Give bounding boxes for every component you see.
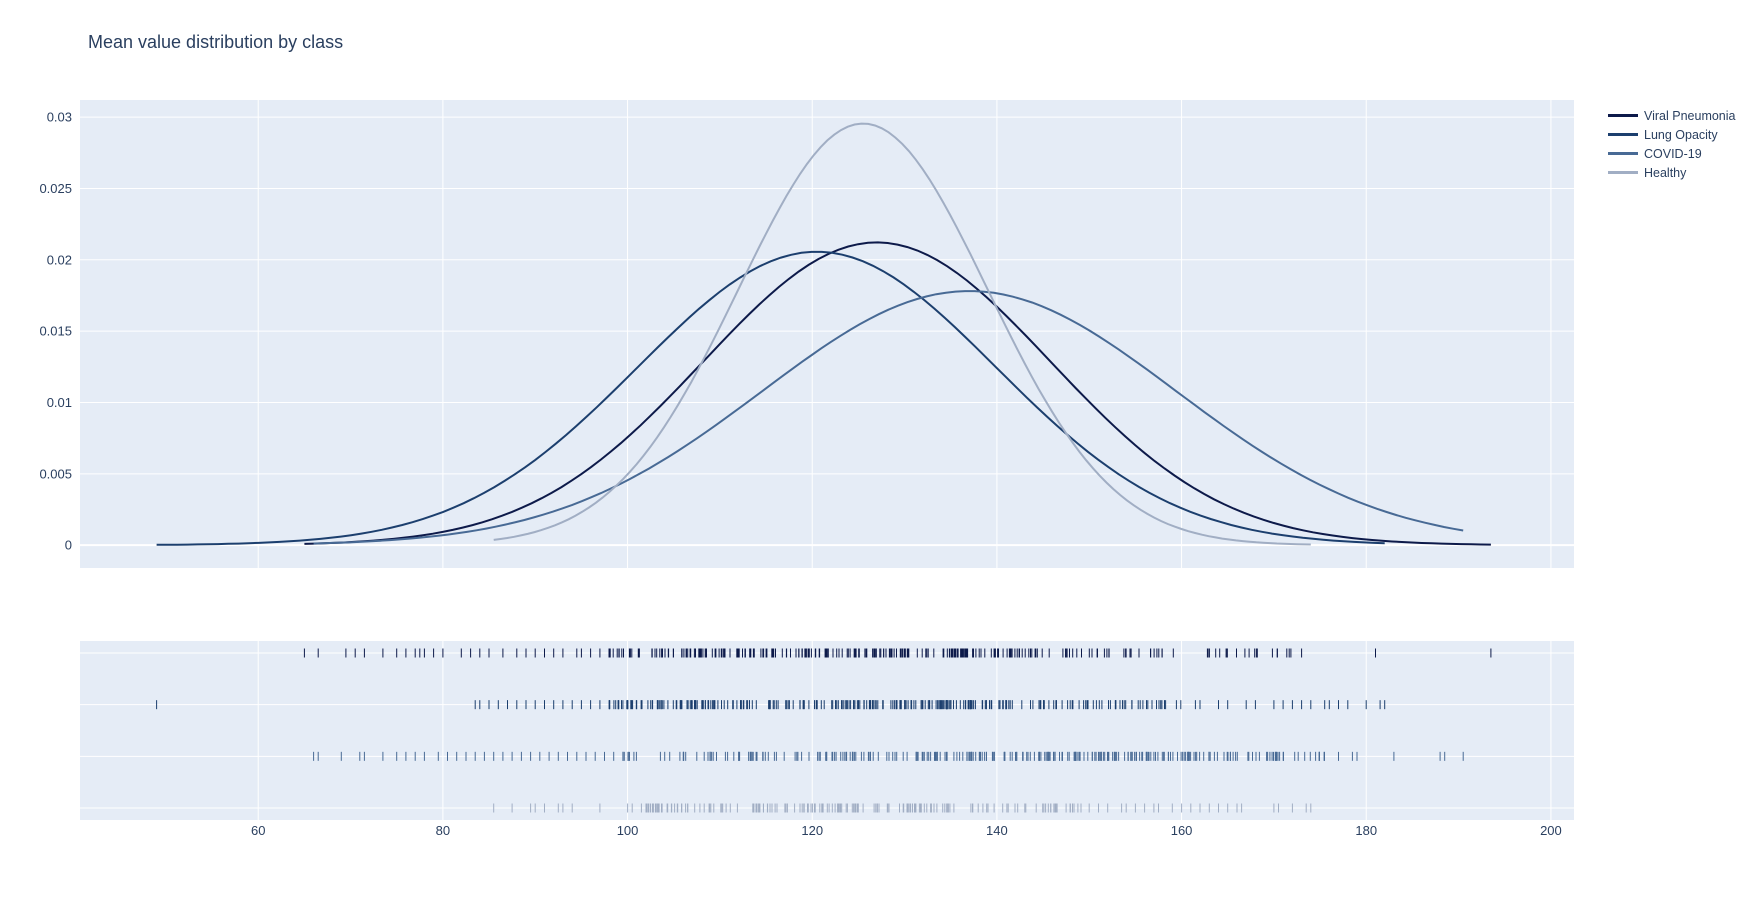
rug-row-viral-pneumonia (303, 648, 1492, 658)
rug-plot-area (80, 641, 1574, 820)
rug-marks (156, 648, 1492, 813)
rug-row-covid-19 (313, 751, 1464, 761)
rug-row-healthy (493, 803, 1312, 813)
y-tick-label: 0.03 (47, 110, 72, 125)
legend-item-viral-pneumonia[interactable]: Viral Pneumonia (1608, 106, 1736, 125)
legend: Viral Pneumonia Lung Opacity COVID-19 Healt… (1608, 106, 1736, 182)
x-tick-label: 140 (986, 823, 1008, 838)
legend-label: Healthy (1644, 165, 1687, 180)
legend-item-healthy[interactable]: Healthy (1608, 163, 1736, 182)
y-tick-label: 0.02 (47, 252, 72, 267)
legend-item-lung-opacity[interactable]: Lung Opacity (1608, 125, 1736, 144)
x-tick-label: 80 (436, 823, 450, 838)
legend-swatch (1608, 152, 1638, 155)
legend-swatch (1608, 114, 1638, 117)
density-plot-area (80, 100, 1574, 568)
x-tick-label: 180 (1355, 823, 1377, 838)
x-tick-label: 100 (617, 823, 639, 838)
y-tick-label: 0.005 (39, 466, 72, 481)
legend-label: Lung Opacity (1644, 127, 1718, 142)
density-curve-healthy[interactable] (493, 122, 1311, 546)
x-tick-label: 200 (1540, 823, 1562, 838)
legend-swatch (1608, 133, 1638, 136)
legend-label: Viral Pneumonia (1644, 108, 1736, 123)
legend-item-covid-19[interactable]: COVID-19 (1608, 144, 1736, 163)
x-tick-label: 120 (801, 823, 823, 838)
chart-title: Mean value distribution by class (88, 32, 344, 52)
y-tick-label: 0.015 (39, 324, 72, 339)
x-tick-label: 60 (251, 823, 265, 838)
density-curve-lung-opacity[interactable] (156, 250, 1385, 546)
axis-ticks: 0 0.005 0.01 0.015 0.02 0.025 0.03 60 80 100 120 14… (39, 110, 1561, 838)
y-tick-label: 0 (65, 538, 72, 553)
y-tick-label: 0.01 (47, 395, 72, 410)
density-curves (156, 122, 1491, 546)
rug-row-lung-opacity (156, 700, 1386, 710)
density-curve-covid-19[interactable] (313, 290, 1464, 545)
x-tick-label: 160 (1171, 823, 1193, 838)
legend-label: COVID-19 (1644, 146, 1702, 161)
density-curve-viral-pneumonia[interactable] (304, 241, 1491, 546)
legend-swatch (1608, 171, 1638, 174)
y-tick-label: 0.025 (39, 181, 72, 196)
